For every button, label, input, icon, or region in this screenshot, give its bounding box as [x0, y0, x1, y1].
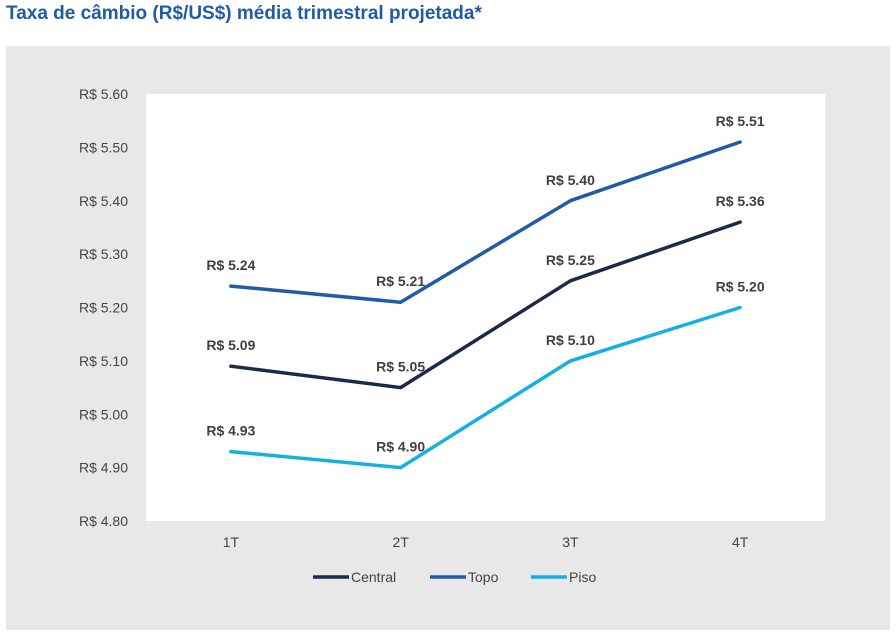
legend-label-topo: Topo — [468, 569, 499, 585]
x-tick-label: 2T — [392, 534, 409, 550]
data-label-central: R$ 5.09 — [206, 337, 255, 353]
x-tick-label: 4T — [732, 534, 749, 550]
y-tick-label: R$ 5.40 — [79, 193, 128, 209]
data-labels: R$ 5.09 R$ 5.05 R$ 5.25 R$ 5.36 R$ 5.24 R$ 5.… — [206, 113, 764, 455]
x-tick-label: 3T — [562, 534, 579, 550]
y-tick-label: R$ 5.30 — [79, 246, 128, 262]
series-line-piso — [229, 305, 742, 470]
y-tick-label: R$ 4.90 — [79, 460, 128, 476]
data-label-piso: R$ 4.90 — [376, 439, 425, 455]
y-tick-label: R$ 5.00 — [79, 406, 128, 422]
data-label-topo: R$ 5.21 — [376, 273, 425, 289]
series-line-topo — [229, 140, 742, 304]
data-label-piso: R$ 4.93 — [206, 423, 255, 439]
legend: Central Topo Piso — [313, 569, 596, 585]
data-label-topo: R$ 5.40 — [546, 172, 595, 188]
data-label-topo: R$ 5.51 — [716, 113, 765, 129]
data-label-topo: R$ 5.24 — [206, 257, 255, 273]
y-tick-label: R$ 4.80 — [79, 513, 128, 529]
legend-label-central: Central — [351, 569, 396, 585]
series-line-central — [229, 220, 742, 390]
x-tick-label: 1T — [223, 534, 240, 550]
y-tick-label: R$ 5.60 — [79, 86, 128, 102]
plot-area — [146, 94, 825, 521]
x-axis: 1T 2T 3T 4T — [223, 534, 749, 550]
data-label-piso: R$ 5.20 — [716, 279, 765, 295]
data-label-central: R$ 5.36 — [716, 193, 765, 209]
y-tick-label: R$ 5.10 — [79, 353, 128, 369]
legend-label-piso: Piso — [569, 569, 596, 585]
data-label-piso: R$ 5.10 — [546, 332, 595, 348]
y-tick-label: R$ 5.50 — [79, 139, 128, 155]
y-axis: R$ 5.60 R$ 5.50 R$ 5.40 R$ 5.30 R$ 5.20 R$ 5.… — [79, 86, 128, 529]
chart-title: Taxa de câmbio (R$/US$) média trimestral… — [6, 3, 482, 24]
y-tick-label: R$ 5.20 — [79, 300, 128, 316]
series-group — [229, 140, 742, 470]
data-label-central: R$ 5.25 — [546, 252, 595, 268]
data-label-central: R$ 5.05 — [376, 359, 425, 375]
